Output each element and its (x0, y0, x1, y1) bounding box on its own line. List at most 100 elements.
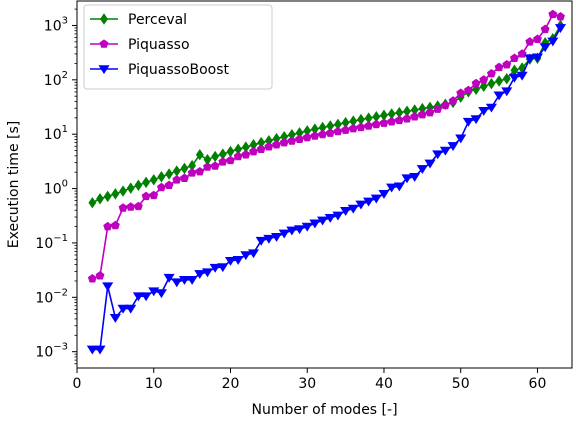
data-point-piquasso (402, 114, 412, 123)
x-axis-title: Number of modes [-] (251, 402, 397, 418)
data-point-piquassoboost (117, 304, 129, 314)
data-point-piquasso (533, 34, 542, 43)
data-point-piquassoboost (94, 345, 106, 355)
data-point-piquasso (149, 190, 159, 200)
data-point-piquasso (203, 162, 212, 171)
data-point-piquassoboost (370, 194, 382, 204)
data-point-piquasso (433, 104, 443, 113)
y-tick-label-exponent: 1 (62, 124, 68, 135)
data-point-piquasso (456, 88, 466, 97)
data-point-perceval (157, 171, 166, 183)
series-piquassoboost (86, 24, 567, 355)
legend-marker-piquassoboost (98, 65, 110, 75)
x-tick-label: 40 (375, 376, 393, 392)
data-point-piquasso (548, 9, 558, 19)
data-point-piquassoboost (301, 222, 313, 232)
data-point-piquasso (141, 191, 151, 201)
data-point-perceval (495, 75, 503, 87)
data-point-piquassoboost (485, 103, 497, 113)
data-point-piquasso (279, 137, 289, 147)
data-point-piquasso (310, 131, 320, 140)
data-point-piquassoboost (109, 314, 121, 323)
data-point-piquasso (509, 53, 519, 62)
x-tick-label: 0 (73, 376, 82, 392)
data-point-perceval (195, 148, 204, 161)
y-tick-label: 10−3 (35, 342, 68, 361)
y-tick-label-exponent: 3 (62, 15, 68, 26)
plot-area-frame (76, 0, 573, 369)
data-point-perceval (180, 162, 189, 175)
data-point-perceval (172, 165, 181, 177)
data-point-piquasso (410, 112, 420, 121)
data-point-piquasso (318, 129, 328, 139)
data-point-piquasso (440, 100, 450, 110)
data-point-piquassoboost (378, 190, 390, 199)
data-point-perceval (211, 150, 220, 163)
data-point-piquasso (425, 107, 435, 117)
data-point-perceval (111, 188, 120, 200)
data-point-piquasso (348, 123, 358, 133)
x-tick-label: 10 (145, 376, 163, 392)
data-point-piquasso (110, 220, 120, 230)
y-tick-label-base: 10 (44, 18, 62, 34)
data-point-perceval (96, 193, 104, 205)
data-point-piquasso (218, 157, 228, 166)
data-point-piquasso (479, 75, 489, 84)
series-piquasso (87, 9, 565, 283)
data-point-piquassoboost (508, 73, 520, 83)
data-point-piquassoboost (125, 304, 137, 314)
data-point-piquassoboost (263, 234, 275, 244)
data-point-piquasso (164, 180, 174, 190)
legend-label-piquassoboost: PiquassoBoost (128, 62, 230, 78)
data-point-piquassoboost (547, 37, 559, 47)
data-point-piquassoboost (501, 87, 513, 97)
data-point-piquassoboost (470, 115, 482, 125)
data-point-piquassoboost (140, 292, 152, 302)
data-point-piquassoboost (439, 146, 451, 156)
data-point-piquasso (95, 271, 105, 280)
data-point-piquassoboost (531, 53, 544, 63)
y-tick-label-exponent: 2 (62, 70, 68, 81)
y-tick-label-base: 10 (35, 236, 53, 252)
data-point-piquassoboost (240, 251, 252, 261)
legend-entry-perceval: Perceval (90, 12, 187, 28)
data-point-piquasso (525, 37, 535, 46)
y-tick-label-base: 10 (44, 73, 62, 89)
data-point-piquassoboost (554, 24, 567, 34)
x-tick-label: 30 (298, 376, 316, 392)
data-point-piquassoboost (424, 159, 436, 169)
data-point-piquasso (471, 78, 481, 88)
data-point-piquassoboost (201, 268, 214, 278)
legend-label-perceval: Perceval (128, 12, 187, 28)
data-point-piquassoboost (155, 289, 167, 299)
data-point-piquassoboost (447, 142, 459, 151)
data-point-perceval (103, 190, 112, 203)
data-point-piquassoboost (324, 214, 336, 223)
data-point-piquassoboost (224, 256, 237, 266)
y-tick-label: 101 (44, 124, 68, 143)
data-point-piquassoboost (539, 43, 551, 53)
data-point-piquassoboost (278, 229, 290, 239)
data-point-piquassoboost (340, 207, 352, 216)
data-point-piquasso (394, 115, 404, 125)
data-point-piquasso (302, 132, 312, 142)
data-point-piquassoboost (416, 165, 428, 174)
data-point-piquassoboost (86, 345, 98, 355)
data-point-piquassoboost (432, 150, 444, 160)
y-tick-label: 100 (44, 179, 68, 198)
data-point-piquasso (264, 141, 274, 151)
x-axis-ticks: 0 10 20 30 40 50 60 (73, 368, 546, 392)
data-point-piquasso (118, 203, 128, 212)
data-point-piquassoboost (102, 282, 114, 292)
data-point-piquasso (463, 85, 473, 95)
data-point-perceval (142, 176, 150, 189)
data-point-piquasso (333, 126, 343, 136)
data-point-piquasso (126, 202, 136, 211)
data-point-piquasso (226, 155, 235, 165)
data-point-piquasso (256, 144, 266, 153)
data-point-piquassoboost (347, 204, 359, 214)
data-point-piquassoboost (409, 172, 421, 182)
data-point-piquasso (486, 68, 496, 78)
data-point-piquasso (210, 161, 220, 170)
